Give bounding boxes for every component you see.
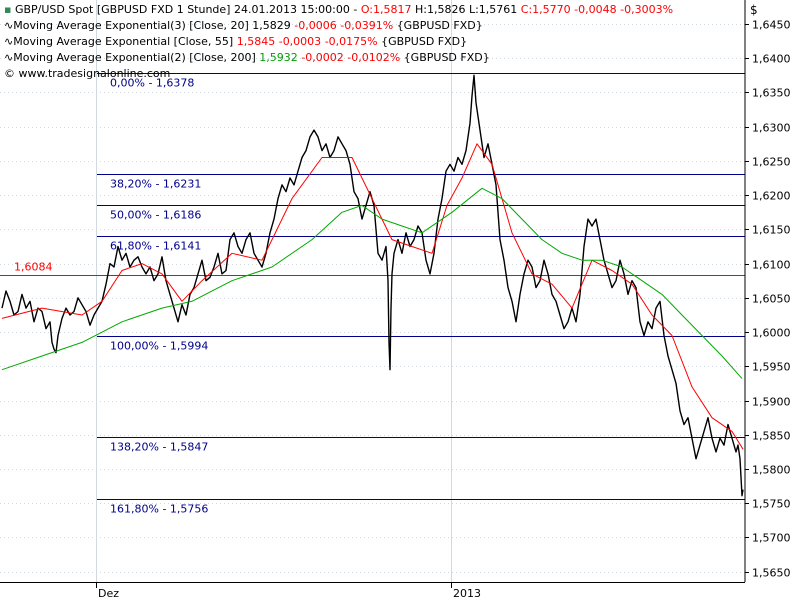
indicator-name: Moving Average Exponential(2) [Close, 20… <box>13 51 259 64</box>
close-value: C:1,5770 <box>521 3 574 16</box>
indicator-source: {GBPUSD FXD} <box>404 51 490 64</box>
indicator-change-pct: -0,0175% <box>325 35 381 48</box>
x-tick-label: 2013 <box>453 587 481 600</box>
y-tick-label: 1,6100 <box>752 259 791 272</box>
y-tick-label: 1,6450 <box>752 19 791 32</box>
indicator-change: -0,0002 <box>301 51 347 64</box>
fibonacci-label: 100,00% - 1,5994 <box>110 340 208 353</box>
y-tick-label: 1,6150 <box>752 224 791 237</box>
low-value: L:1,5761 <box>469 3 521 16</box>
indicator-value: 1,5829 <box>252 19 294 32</box>
y-tick-label: 1,5700 <box>752 532 791 545</box>
ema200-series-line <box>1 187 743 379</box>
instrument-icon: ▪ <box>4 3 15 16</box>
high-value: H:1,5826 <box>415 3 469 16</box>
watermark-text: © www.tradesignalonline.com <box>4 67 170 80</box>
y-tick-label: 1,6350 <box>752 87 791 100</box>
y-tick-label: 1,6250 <box>752 156 791 169</box>
y-tick-label: 1,5850 <box>752 430 791 443</box>
fibonacci-label: 50,00% - 1,6186 <box>110 209 201 222</box>
indicator-name: Moving Average Exponential(3) [Close, 20… <box>13 19 252 32</box>
plot-area <box>0 0 745 582</box>
instrument-name: GBP/USD Spot [GBPUSD FXD 1 Stunde] 24.01… <box>15 3 361 16</box>
y-tick-label: 1,6050 <box>752 293 791 306</box>
ema20-series-line <box>1 143 744 450</box>
indicator-value: 1,5932 <box>259 51 301 64</box>
indicator-change: -0,0003 <box>279 35 325 48</box>
fibonacci-label: 138,20% - 1,5847 <box>110 441 208 454</box>
fibonacci-label: 161,80% - 1,5756 <box>110 503 208 516</box>
change-value: -0,0048 <box>574 3 620 16</box>
currency-symbol: $ <box>750 3 758 17</box>
y-tick-label: 1,6400 <box>752 53 791 66</box>
indicator-source: {GBPUSD FXD} <box>397 19 483 32</box>
y-tick-label: 1,5650 <box>752 567 791 580</box>
indicator-change-pct: -0,0391% <box>340 19 396 32</box>
indicator-change-pct: -0,0102% <box>347 51 403 64</box>
y-tick-label: 1,5950 <box>752 361 791 374</box>
indicator-icon: ∿ <box>4 19 13 32</box>
indicator-icon: ∿ <box>4 51 13 64</box>
chart-header: ▪ GBP/USD Spot [GBPUSD FXD 1 Stunde] 24.… <box>4 3 673 16</box>
y-tick-label: 1,6300 <box>752 122 791 135</box>
indicator-icon: ∿ <box>4 35 13 48</box>
y-tick-label: 1,5800 <box>752 464 791 477</box>
indicator-legend: ∿Moving Average Exponential(3) [Close, 2… <box>4 19 483 32</box>
fibonacci-label: 61,80% - 1,6141 <box>110 240 201 253</box>
indicator-legend: ∿Moving Average Exponential [Close, 55] … <box>4 35 467 48</box>
y-tick-label: 1,6200 <box>752 190 791 203</box>
y-tick-label: 1,6000 <box>752 327 791 340</box>
y-tick-label: 1,5750 <box>752 498 791 511</box>
y-tick-label: 1,5900 <box>752 396 791 409</box>
change-pct-value: -0,3003% <box>620 3 673 16</box>
fibonacci-label: 38,20% - 1,6231 <box>110 178 201 191</box>
indicator-legend: ∿Moving Average Exponential(2) [Close, 2… <box>4 51 490 64</box>
x-tick-label: Dez <box>98 587 119 600</box>
level-label: 1,6084 <box>14 261 53 274</box>
open-value: O:1,5817 <box>361 3 415 16</box>
fibonacci-label: 0,00% - 1,6378 <box>110 77 194 90</box>
indicator-name: Moving Average Exponential [Close, 55] <box>13 35 237 48</box>
indicator-source: {GBPUSD FXD} <box>381 35 467 48</box>
indicator-change: -0,0006 <box>294 19 340 32</box>
indicator-value: 1,5845 <box>237 35 279 48</box>
